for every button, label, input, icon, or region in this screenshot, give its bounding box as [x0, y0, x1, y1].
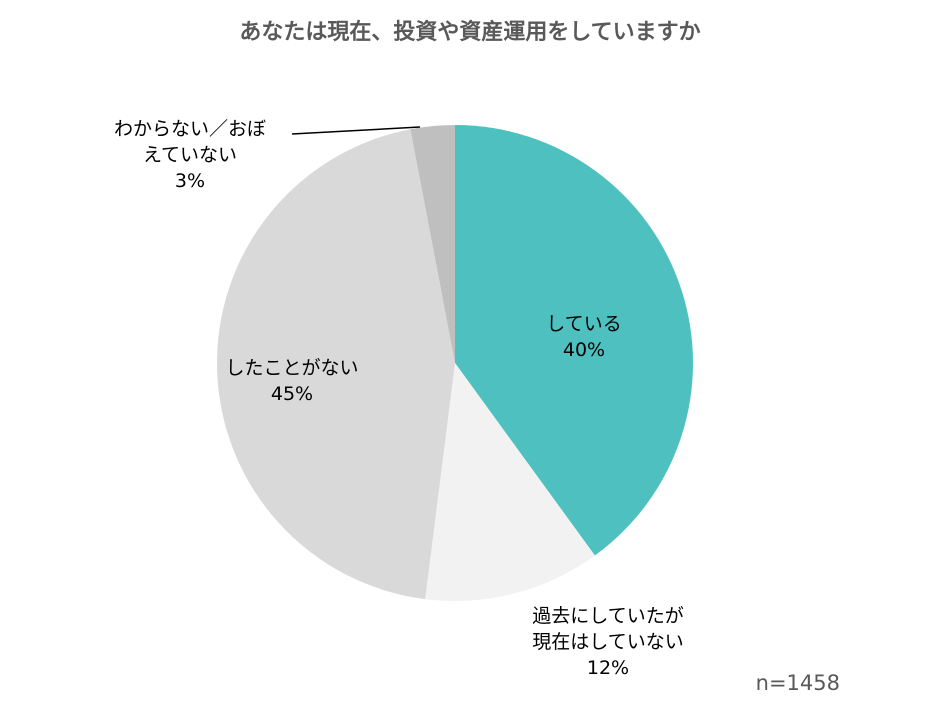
slice-percent-2: 45%: [271, 383, 313, 405]
leader-lines: [291, 126, 421, 135]
chart-title: あなたは現在、投資や資産運用をしていますか: [239, 19, 700, 45]
slice-label-line-3-0: わからない／おぼ: [114, 118, 266, 140]
slice-label-line-2-0: したことがない: [225, 357, 358, 379]
slice-percent-1: 12%: [587, 657, 629, 679]
pie-slices: [216, 125, 693, 601]
pie-slice-1: [425, 363, 595, 601]
slice-percent-3: 3%: [175, 170, 205, 192]
slice-label-2: したことがない 45%: [225, 357, 358, 405]
pie-slice-0: [455, 125, 693, 556]
pie-slice-2: [216, 129, 455, 600]
sample-size-note: n=1458: [756, 671, 840, 695]
slice-label-line-3-1: えていない: [143, 144, 237, 166]
slice-label-line-1-0: 過去にしていたが: [532, 605, 683, 627]
leader-line-slice-3: [291, 126, 421, 135]
slice-percent-0: 40%: [563, 339, 605, 361]
slice-label-line-0-0: している: [546, 313, 621, 335]
pie-slice-3: [410, 125, 455, 363]
slice-label-line-1-1: 現在はしていない: [532, 631, 683, 653]
slice-label-0: している 40%: [546, 313, 621, 361]
